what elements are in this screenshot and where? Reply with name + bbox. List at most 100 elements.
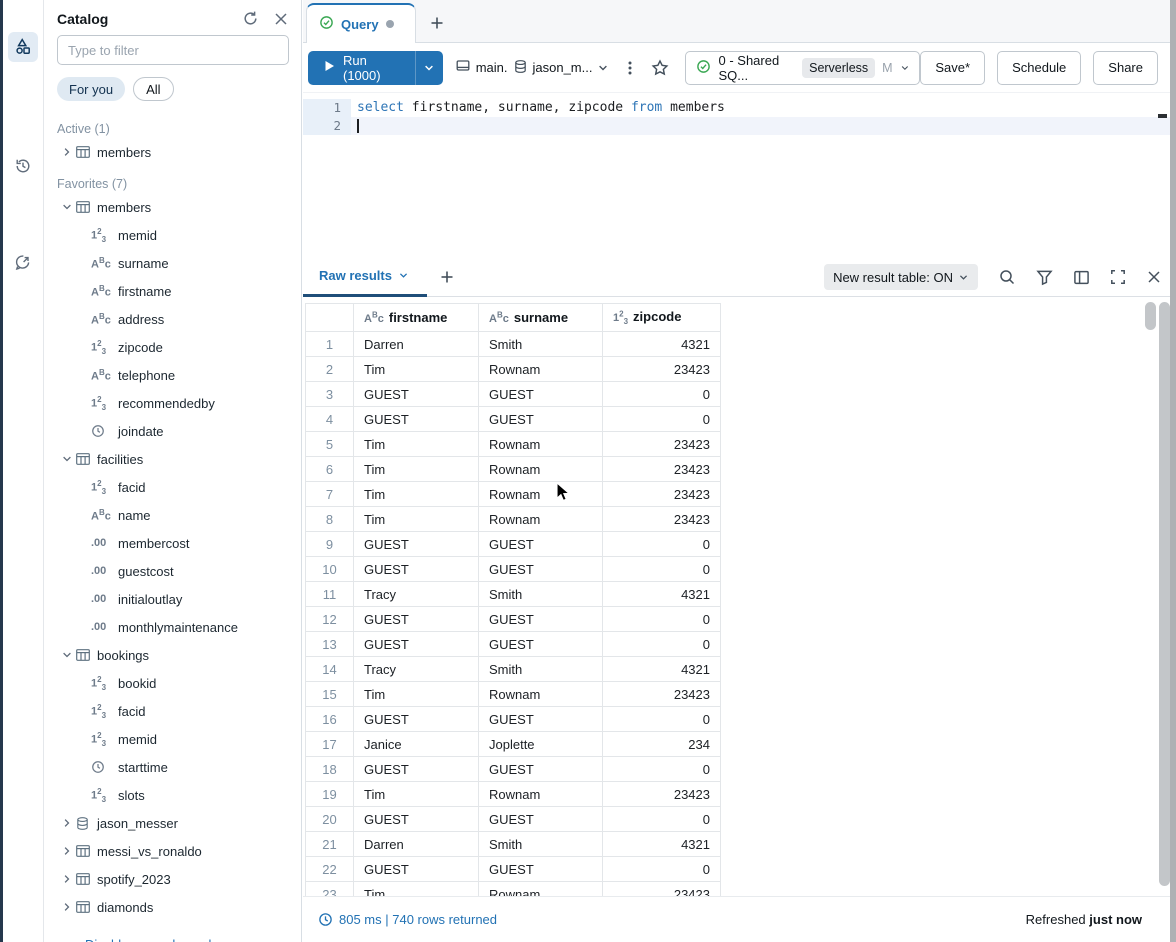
tree-column-zipcode[interactable]: 123 zipcode xyxy=(45,333,301,361)
tree-item-diamonds[interactable]: diamonds xyxy=(45,893,301,921)
catalog-schema-selector[interactable]: main. jason_m... xyxy=(455,58,610,77)
cell-zipcode[interactable]: 23423 xyxy=(602,881,721,896)
cell-zipcode[interactable]: 23423 xyxy=(602,481,721,507)
cell-zipcode[interactable]: 0 xyxy=(602,806,721,832)
cell-surname[interactable]: Rownam xyxy=(478,481,603,507)
cell-firstname[interactable]: Janice xyxy=(353,731,479,757)
tree-item-facilities[interactable]: facilities xyxy=(45,445,301,473)
tree-column-membercost[interactable]: .00 membercost xyxy=(45,529,301,557)
cell-zipcode[interactable]: 0 xyxy=(602,556,721,582)
table-row[interactable]: 2 Tim Rownam 23423 xyxy=(305,356,721,382)
cell-surname[interactable]: Rownam xyxy=(478,681,603,707)
table-row[interactable]: 13 GUEST GUEST 0 xyxy=(305,631,721,657)
table-row[interactable]: 14 Tracy Smith 4321 xyxy=(305,656,721,682)
table-row[interactable]: 19 Tim Rownam 23423 xyxy=(305,781,721,807)
tab-raw-results[interactable]: Raw results xyxy=(303,258,427,297)
filter-results-button[interactable] xyxy=(1036,269,1053,286)
schema-browser-rail-button[interactable] xyxy=(8,32,38,62)
cell-firstname[interactable]: Tracy xyxy=(353,581,479,607)
save-button[interactable]: Save* xyxy=(920,50,986,85)
cell-surname[interactable]: Rownam xyxy=(478,431,603,457)
new-tab-button[interactable] xyxy=(425,11,449,35)
table-row[interactable]: 5 Tim Rownam 23423 xyxy=(305,431,721,457)
favorite-star-button[interactable] xyxy=(651,58,669,77)
window-scrollbar-track[interactable] xyxy=(1170,0,1176,942)
table-row[interactable]: 17 Janice Joplette 234 xyxy=(305,731,721,757)
fullscreen-button[interactable] xyxy=(1110,269,1126,285)
table-row[interactable]: 21 Darren Smith 4321 xyxy=(305,831,721,857)
schedule-button[interactable]: Schedule xyxy=(997,50,1082,85)
column-header-surname[interactable]: ABc surname xyxy=(478,303,603,332)
tree-column-memid[interactable]: 123 memid xyxy=(45,221,301,249)
cell-firstname[interactable]: Tim xyxy=(353,781,479,807)
cell-zipcode[interactable]: 4321 xyxy=(602,331,721,357)
tree-column-firstname[interactable]: ABc firstname xyxy=(45,277,301,305)
cell-firstname[interactable]: Darren xyxy=(353,831,479,857)
tree-column-initialoutlay[interactable]: .00 initialoutlay xyxy=(45,585,301,613)
cell-firstname[interactable]: Tim xyxy=(353,431,479,457)
cell-firstname[interactable]: GUEST xyxy=(353,856,479,882)
table-row[interactable]: 11 Tracy Smith 4321 xyxy=(305,581,721,607)
cell-zipcode[interactable]: 0 xyxy=(602,381,721,407)
cell-firstname[interactable]: Tim xyxy=(353,456,479,482)
cell-firstname[interactable]: GUEST xyxy=(353,706,479,732)
table-row[interactable]: 4 GUEST GUEST 0 xyxy=(305,406,721,432)
sql-editor[interactable]: 1 select firstname, surname, zipcode fro… xyxy=(303,93,1176,258)
cell-surname[interactable]: Rownam xyxy=(478,881,603,896)
cell-surname[interactable]: Smith xyxy=(478,331,603,357)
table-row[interactable]: 8 Tim Rownam 23423 xyxy=(305,506,721,532)
cell-firstname[interactable]: GUEST xyxy=(353,756,479,782)
cell-surname[interactable]: GUEST xyxy=(478,756,603,782)
kebab-menu-button[interactable] xyxy=(623,60,637,76)
tree-item-spotify_2023[interactable]: spotify_2023 xyxy=(45,865,301,893)
cell-surname[interactable]: Joplette xyxy=(478,731,603,757)
tree-column-recommendedby[interactable]: 123 recommendedby xyxy=(45,389,301,417)
disable-schema-browser-link[interactable]: Disable new schema browser xyxy=(45,921,301,942)
cell-surname[interactable]: GUEST xyxy=(478,631,603,657)
table-row[interactable]: 10 GUEST GUEST 0 xyxy=(305,556,721,582)
cell-surname[interactable]: Smith xyxy=(478,656,603,682)
search-results-button[interactable] xyxy=(998,268,1016,286)
tree-column-guestcost[interactable]: .00 guestcost xyxy=(45,557,301,585)
new-result-table-toggle[interactable]: New result table: ON xyxy=(824,264,978,290)
tree-column-slots[interactable]: 123 slots xyxy=(45,781,301,809)
tab-query[interactable]: Query xyxy=(306,3,416,43)
tree-item-members[interactable]: members xyxy=(45,193,301,221)
tree-item-messi_vs_ronaldo[interactable]: messi_vs_ronaldo xyxy=(45,837,301,865)
cell-firstname[interactable]: Tracy xyxy=(353,656,479,682)
tree-column-facid[interactable]: 123 facid xyxy=(45,697,301,725)
share-button[interactable]: Share xyxy=(1093,50,1158,85)
row-number-header[interactable] xyxy=(305,303,354,332)
cell-surname[interactable]: GUEST xyxy=(478,381,603,407)
cell-surname[interactable]: GUEST xyxy=(478,606,603,632)
cell-zipcode[interactable]: 23423 xyxy=(602,681,721,707)
table-row[interactable]: 7 Tim Rownam 23423 xyxy=(305,481,721,507)
cell-surname[interactable]: Smith xyxy=(478,831,603,857)
filter-pill-all[interactable]: All xyxy=(133,77,174,101)
catalog-filter-input[interactable] xyxy=(57,35,289,65)
tree-item-bookings[interactable]: bookings xyxy=(45,641,301,669)
cell-firstname[interactable]: Tim xyxy=(353,881,479,896)
tree-column-starttime[interactable]: starttime xyxy=(45,753,301,781)
close-results-button[interactable] xyxy=(1146,269,1162,285)
cell-firstname[interactable]: Tim xyxy=(353,481,479,507)
table-row[interactable]: 9 GUEST GUEST 0 xyxy=(305,531,721,557)
side-panel-button[interactable] xyxy=(1073,269,1090,286)
column-header-firstname[interactable]: ABc firstname xyxy=(353,303,479,332)
table-row[interactable]: 3 GUEST GUEST 0 xyxy=(305,381,721,407)
cell-zipcode[interactable]: 234 xyxy=(602,731,721,757)
cell-zipcode[interactable]: 23423 xyxy=(602,431,721,457)
table-row[interactable]: 6 Tim Rownam 23423 xyxy=(305,456,721,482)
table-row[interactable]: 18 GUEST GUEST 0 xyxy=(305,756,721,782)
filter-pill-for-you[interactable]: For you xyxy=(57,77,126,101)
cell-surname[interactable]: Rownam xyxy=(478,506,603,532)
cell-surname[interactable]: Smith xyxy=(478,581,603,607)
table-row[interactable]: 1 Darren Smith 4321 xyxy=(305,331,721,357)
cell-zipcode[interactable]: 0 xyxy=(602,756,721,782)
cell-zipcode[interactable]: 23423 xyxy=(602,456,721,482)
window-scrollbar-thumb[interactable] xyxy=(1159,302,1170,886)
query-duration-link[interactable]: 805 ms | 740 rows returned xyxy=(318,912,497,927)
cell-firstname[interactable]: GUEST xyxy=(353,531,479,557)
cell-firstname[interactable]: Darren xyxy=(353,331,479,357)
cell-firstname[interactable]: GUEST xyxy=(353,606,479,632)
